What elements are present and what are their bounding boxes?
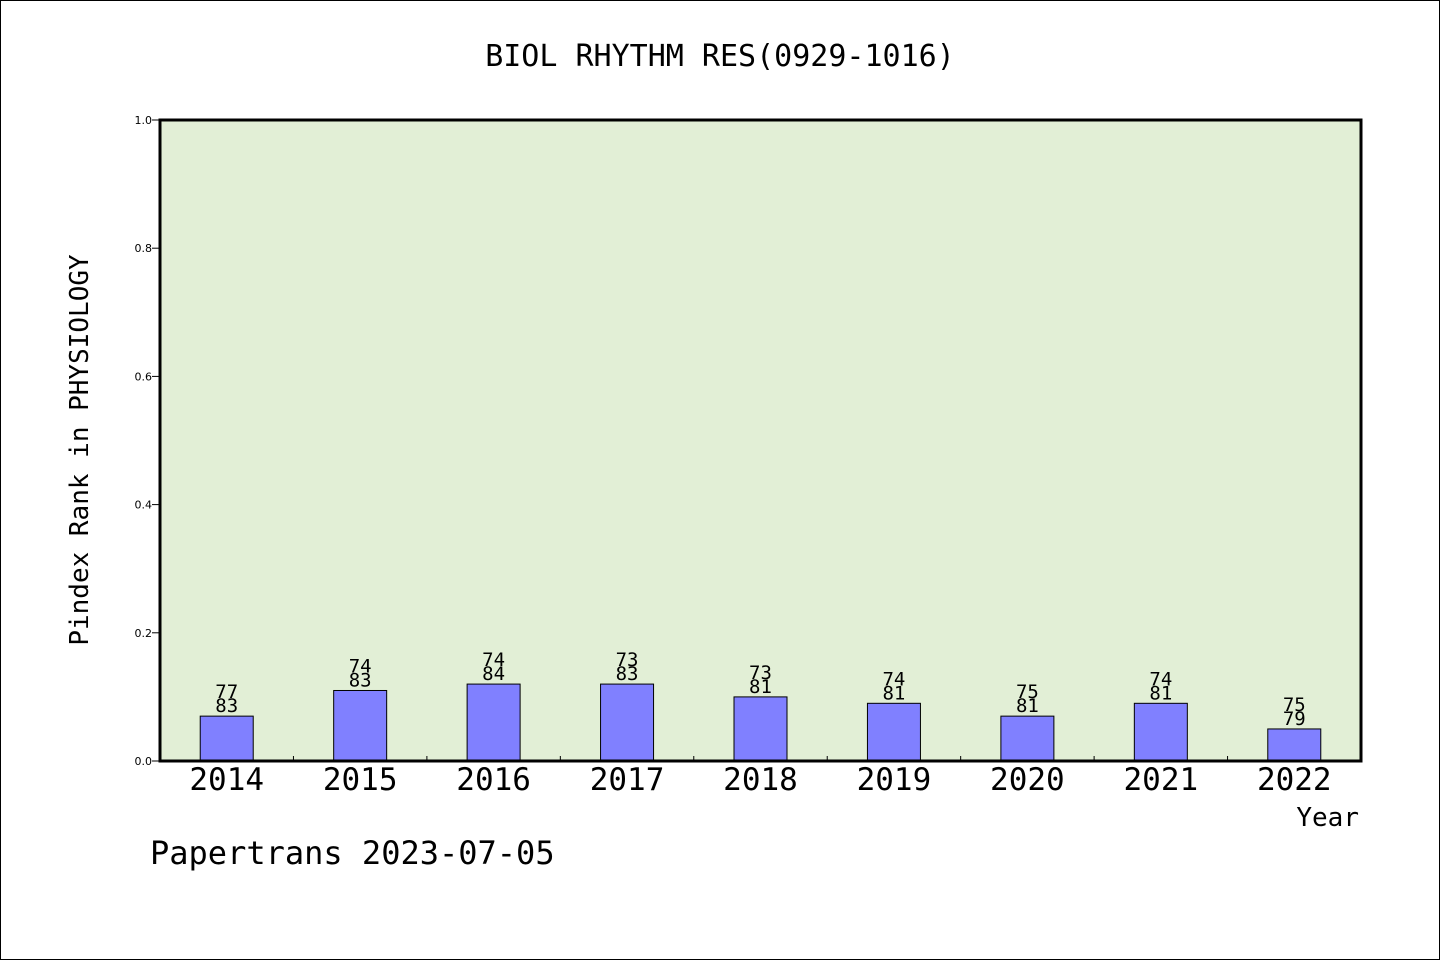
y-tick-label: 0.6 [135,370,153,383]
bar-label-top: 75 [1016,681,1039,703]
bar-series [199,683,1322,762]
bar-label-top: 77 [215,681,238,703]
bar [733,696,788,762]
bar [199,715,254,762]
plot-border [158,118,1363,763]
y-tick-label: 0.4 [135,499,153,512]
bar-label-top: 74 [349,655,372,677]
bar-label-bottom: 81 [1149,682,1172,704]
y-tick-label: 0.8 [135,242,153,255]
x-tick-label: 2022 [1257,762,1332,798]
bar-label-bottom: 83 [215,695,238,717]
x-tick-label: 2017 [590,762,665,798]
bar [866,702,921,762]
x-tick-label: 2014 [189,762,264,798]
y-tick-label: 0.0 [135,755,153,768]
plot-area [160,120,1361,761]
x-tick-label: 2021 [1124,762,1199,798]
x-axis: 2014 2015 2016 2017 2018 2019 2020 2021 2022 [189,756,1332,798]
x-tick-label: 2018 [723,762,798,798]
bar [466,683,521,762]
bar [600,683,655,762]
bar-label-bottom: 81 [749,676,772,698]
bar-label-bottom: 83 [349,669,372,691]
x-tick-label: 2016 [456,762,531,798]
bar [333,689,388,762]
y-axis-label: Pindex Rank in PHYSIOLOGY [65,254,95,646]
bar [1133,702,1188,762]
bar [1267,728,1322,762]
bar-label-bottom: 83 [616,663,639,685]
y-tick-label: 0.2 [135,627,153,640]
bar-label-top: 74 [482,649,505,671]
x-tick-label: 2019 [857,762,932,798]
x-tick-label: 2015 [323,762,398,798]
bar-label-bottom: 84 [482,663,505,685]
bar-label-top: 74 [1149,668,1172,690]
bar-label-top: 75 [1283,694,1306,716]
bar-label-bottom: 79 [1283,708,1306,730]
bar-label-top: 74 [882,668,905,690]
x-tick-label: 2020 [990,762,1065,798]
bar-label-top: 73 [749,662,772,684]
y-axis: 0.0 0.2 0.4 0.6 0.8 1.0 [135,114,160,768]
bar [1000,715,1055,762]
bar-label-bottom: 81 [882,682,905,704]
x-axis-label: Year [1296,803,1359,833]
y-tick-label: 1.0 [135,114,153,127]
bar-label-top: 73 [616,649,639,671]
footer-text: Papertrans 2023-07-05 [150,834,555,872]
bar-label-bottom: 81 [1016,695,1039,717]
chart-title: BIOL RHYTHM RES(0929-1016) [485,39,955,74]
